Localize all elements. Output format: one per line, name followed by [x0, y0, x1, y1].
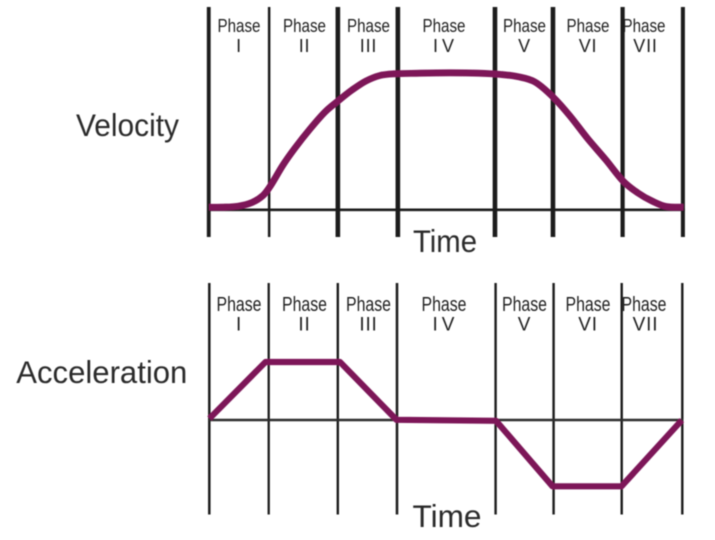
svg-text:Time: Time — [413, 223, 477, 259]
svg-text:II: II — [299, 36, 311, 56]
svg-text:Phase: Phase — [566, 294, 611, 316]
svg-text:Phase: Phase — [503, 16, 546, 36]
svg-text:Time: Time — [413, 498, 482, 534]
svg-text:Phase: Phase — [346, 294, 391, 316]
svg-text:Phase: Phase — [218, 16, 261, 36]
svg-text:IV: IV — [433, 36, 458, 56]
svg-text:Acceleration: Acceleration — [16, 354, 187, 390]
svg-text:Phase: Phase — [422, 294, 467, 316]
svg-text:III: III — [359, 315, 377, 336]
svg-text:Phase: Phase — [423, 16, 466, 36]
svg-text:I: I — [236, 315, 242, 336]
svg-text:V: V — [518, 315, 531, 336]
svg-text:III: III — [360, 36, 377, 56]
svg-text:Phase: Phase — [623, 16, 666, 36]
svg-text:Phase: Phase — [502, 294, 547, 316]
svg-text:Phase: Phase — [283, 16, 326, 36]
svg-text:Phase: Phase — [347, 16, 390, 36]
svg-text:VI: VI — [579, 36, 598, 56]
svg-text:Phase: Phase — [622, 294, 667, 316]
svg-text:IV: IV — [433, 315, 459, 336]
svg-text:I: I — [236, 36, 242, 56]
svg-text:II: II — [298, 315, 310, 336]
svg-text:Phase: Phase — [217, 294, 262, 316]
svg-text:VII: VII — [633, 315, 659, 336]
svg-text:Phase: Phase — [567, 16, 610, 36]
svg-text:V: V — [518, 36, 531, 56]
svg-text:Velocity: Velocity — [76, 107, 179, 143]
svg-text:VI: VI — [578, 315, 598, 336]
svg-text:VII: VII — [633, 36, 657, 56]
svg-text:Phase: Phase — [282, 294, 327, 316]
